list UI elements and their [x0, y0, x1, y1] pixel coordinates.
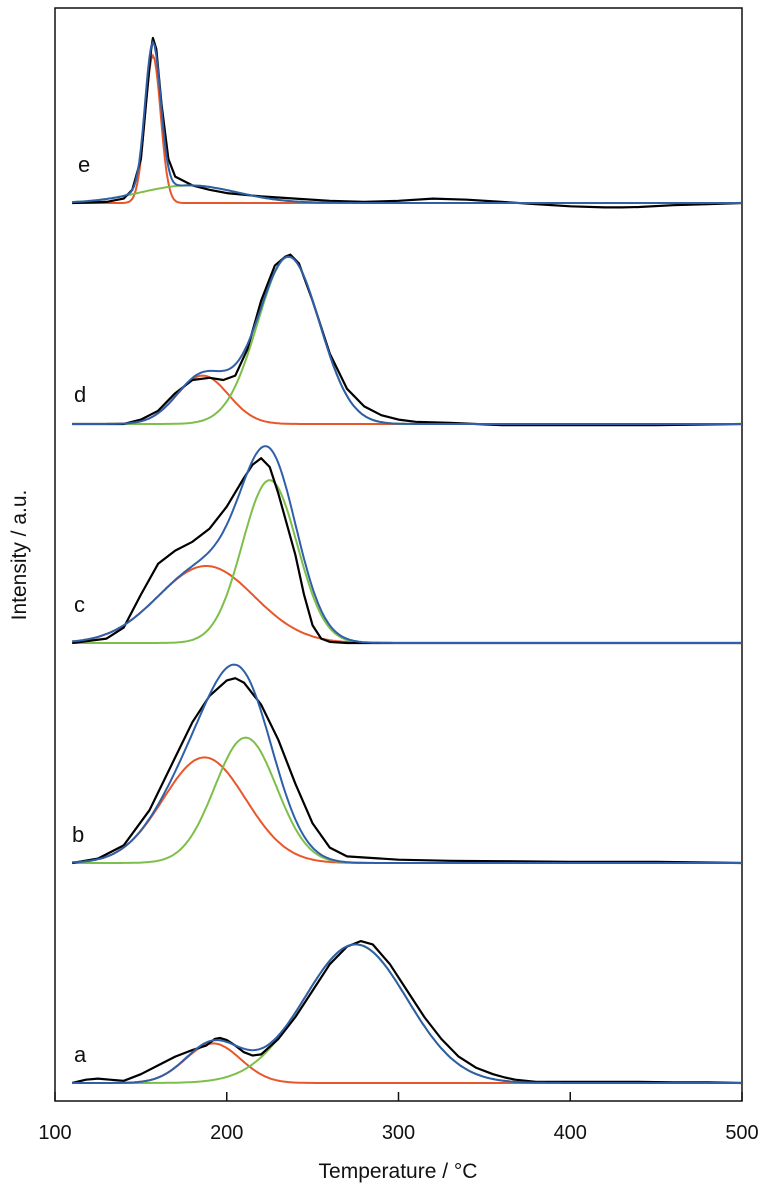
panel-a-measured-trace [71, 940, 743, 1085]
panel-b-measured-trace [72, 677, 743, 865]
series-layer [71, 36, 743, 1085]
panel-c [72, 445, 742, 645]
panel-label-d: d [74, 382, 86, 407]
x-tick-label-300: 300 [382, 1122, 415, 1144]
panel-c-fit-total [72, 445, 742, 644]
x-axis-title: Temperature / °C [319, 1160, 478, 1183]
x-tick-label-500: 500 [725, 1122, 758, 1144]
panel-e [72, 36, 743, 209]
panel-label-a: a [74, 1042, 87, 1067]
panel-a-fit-peak-1 [72, 1042, 742, 1084]
panel-label-e: e [78, 152, 90, 177]
panel-b-fit-peak-1 [72, 756, 742, 864]
plot-frame [54, 7, 743, 1102]
panel-b [72, 663, 743, 865]
panel-a-fit-total [72, 943, 742, 1084]
x-tick-label-100: 100 [38, 1122, 71, 1144]
panel-a-fit-peak-2 [72, 943, 742, 1084]
x-tick-label-400: 400 [554, 1122, 587, 1144]
panel-label-b: b [72, 822, 84, 847]
panel-labels: a b c d e [72, 152, 90, 1067]
panel-b-fit-total [72, 663, 742, 864]
panel-c-measured-trace [72, 457, 742, 645]
panel-label-c: c [74, 592, 85, 617]
panel-d [72, 253, 743, 427]
panel-e-fit-total [72, 39, 742, 204]
panel-b-fit-peak-2 [72, 736, 742, 864]
panel-c-fit-peak-2 [72, 479, 742, 644]
x-axis: 100 200 300 400 500 [38, 1092, 759, 1144]
panel-c-fit-peak-1 [72, 565, 742, 644]
panel-a [71, 940, 743, 1085]
x-tick-label-200: 200 [210, 1122, 243, 1144]
y-axis-title: Intensity / a.u. [8, 490, 31, 621]
panel-d-fit-total [72, 255, 742, 425]
